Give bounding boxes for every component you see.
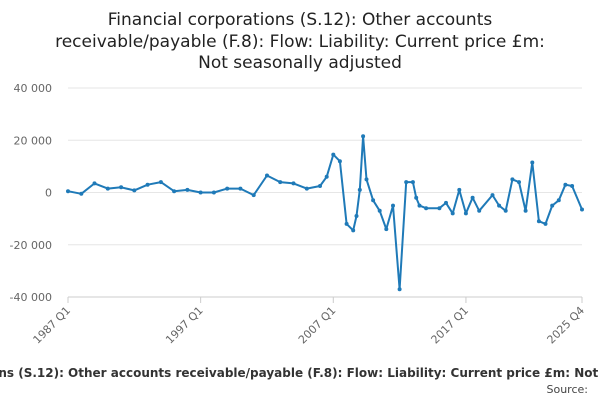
data-point (291, 181, 296, 186)
data-point (397, 287, 402, 292)
data-point (414, 195, 419, 200)
series-line (67, 135, 583, 291)
y-tick-label: 0 (45, 187, 52, 200)
y-axis-ticks: -40 000 -20 000 0 20 000 40 000 (10, 82, 52, 304)
data-point (351, 228, 356, 233)
y-tick-label: -20 000 (10, 239, 52, 252)
data-point (463, 211, 468, 216)
series-layer (66, 134, 584, 292)
data-point (251, 193, 256, 198)
data-point (497, 203, 502, 208)
data-point (357, 187, 362, 192)
data-point (543, 221, 548, 226)
data-point (470, 195, 475, 200)
data-point (371, 198, 376, 203)
data-point (444, 200, 448, 205)
data-point (66, 189, 70, 194)
data-point (354, 214, 359, 218)
chart-title-line-1: Financial corporations (S.12): Other acc… (108, 10, 493, 30)
data-point (580, 207, 584, 212)
x-tick-label: 2017 Q1 (429, 304, 472, 347)
data-point (437, 206, 442, 211)
chart-title-line-3: Not seasonally adjusted (198, 53, 402, 73)
x-axis-ticks: 1987 Q1 1997 Q1 2007 Q1 2017 Q1 2025 Q4 (31, 297, 588, 347)
data-point (364, 177, 369, 182)
data-point (536, 219, 541, 224)
chart-title-line-2: receivable/payable (F.8): Flow: Liabilit… (55, 32, 545, 52)
data-point (556, 198, 561, 203)
data-point (331, 152, 336, 157)
data-point (132, 188, 137, 193)
data-point (79, 191, 84, 196)
data-point (457, 187, 462, 192)
y-tick-label: 40 000 (14, 82, 53, 95)
source-label: Source: (547, 383, 589, 396)
data-point (198, 190, 203, 195)
data-point (185, 187, 190, 192)
data-point (530, 160, 535, 165)
data-point (517, 180, 521, 185)
data-point (490, 193, 495, 198)
data-point (450, 211, 455, 216)
data-point (211, 190, 216, 195)
x-tick-label: 1997 Q1 (163, 304, 206, 347)
data-point (384, 227, 389, 232)
data-point (361, 134, 366, 139)
y-tick-label: -40 000 (10, 291, 52, 304)
data-point (158, 180, 163, 185)
x-tick-label: 2007 Q1 (296, 304, 339, 347)
data-point (278, 180, 283, 185)
data-point (337, 159, 342, 164)
data-point (172, 189, 177, 194)
data-point (304, 186, 309, 191)
data-point (265, 173, 269, 178)
legend-label: Financial corporations (S.12): Other acc… (0, 366, 600, 380)
data-point (570, 184, 575, 188)
data-point (550, 203, 555, 208)
data-point (377, 208, 382, 213)
data-point (477, 208, 482, 213)
data-point (324, 174, 329, 179)
grid (68, 87, 582, 298)
data-point (410, 180, 415, 185)
data-point (404, 180, 409, 185)
x-tick-label: 1987 Q1 (31, 304, 74, 347)
y-tick-label: 20 000 (14, 134, 53, 147)
data-point (424, 206, 429, 211)
data-point (105, 186, 110, 191)
data-point (503, 208, 508, 213)
chart-title: Financial corporations (S.12): Other acc… (55, 10, 545, 73)
data-point (145, 182, 150, 187)
legend: Financial corporations (S.12): Other acc… (0, 366, 600, 380)
data-point (417, 203, 422, 208)
data-point (318, 184, 322, 188)
data-point (563, 182, 568, 187)
data-point (523, 208, 528, 213)
data-point (92, 181, 97, 186)
data-point (119, 185, 124, 190)
data-point (510, 177, 515, 182)
data-point (391, 203, 395, 208)
x-tick-label: 2025 Q4 (545, 304, 588, 347)
data-point (225, 186, 230, 191)
data-point (238, 186, 243, 191)
data-point (344, 221, 349, 226)
